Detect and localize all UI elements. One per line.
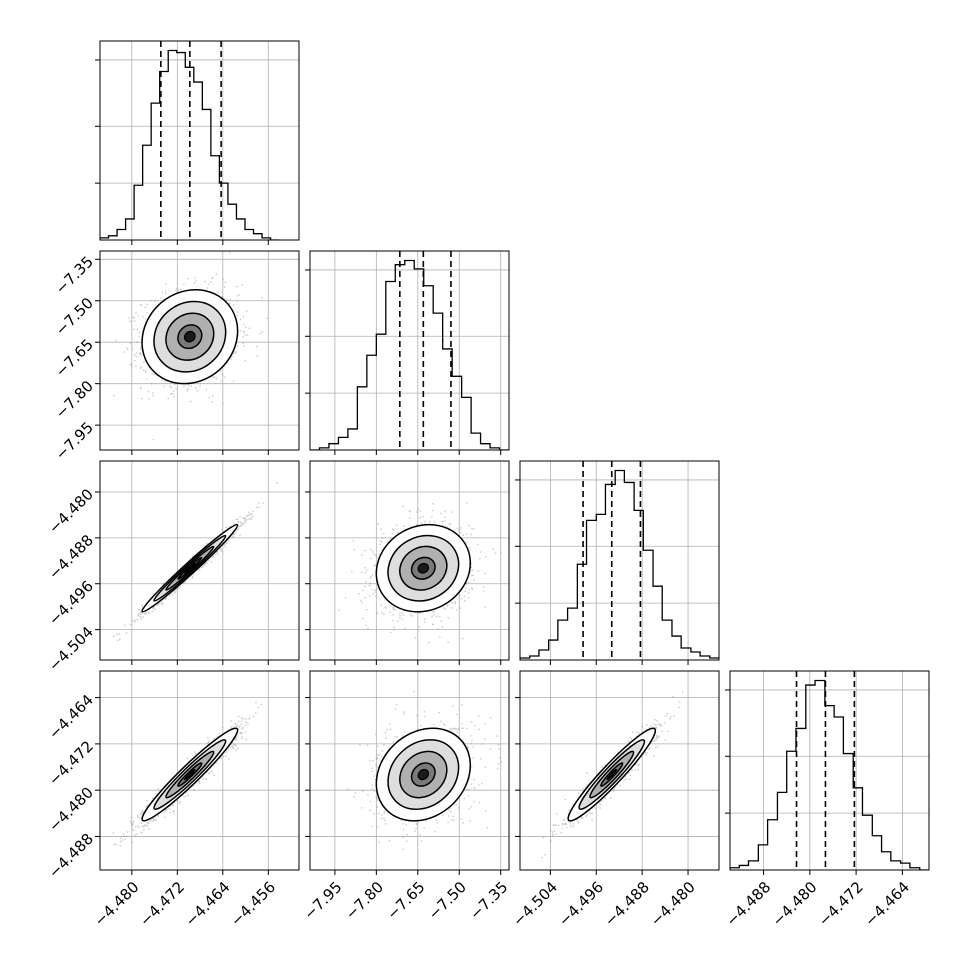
panel-2-2 xyxy=(515,460,720,665)
x-tick-label: −7.80 xyxy=(342,878,387,923)
density-peak xyxy=(183,330,196,343)
x-tick-label: −7.65 xyxy=(383,878,428,923)
x-tick-label: −4.504 xyxy=(509,878,561,930)
panel-frame xyxy=(99,250,300,451)
density-peak xyxy=(417,562,430,574)
x-tick-label: −4.464 xyxy=(182,878,234,930)
panel-2-0: −4.504−4.496−4.488−4.480 xyxy=(45,460,300,675)
panel-3-2: −4.504−4.496−4.488−4.480 xyxy=(509,670,720,930)
x-tick-label: −4.480 xyxy=(647,878,699,930)
y-tick-label: −7.35 xyxy=(52,253,97,298)
panel-1-1 xyxy=(305,250,510,455)
x-tick-label: −4.488 xyxy=(601,878,653,930)
x-tick-label: −4.480 xyxy=(91,878,143,930)
panel-frame xyxy=(519,670,720,871)
x-tick-label: −4.472 xyxy=(815,878,867,930)
panel-frame xyxy=(309,670,510,871)
x-tick-label: −4.480 xyxy=(769,878,821,930)
density-peak xyxy=(606,768,618,781)
panel-frame xyxy=(519,460,720,661)
y-tick-label: −4.496 xyxy=(45,577,97,629)
y-tick-label: −4.464 xyxy=(45,691,97,743)
y-tick-label: −7.50 xyxy=(52,294,97,339)
panel-3-3: −4.488−4.480−4.472−4.464 xyxy=(722,670,930,930)
panel-frame xyxy=(729,670,930,871)
panel-frame xyxy=(99,460,300,661)
x-tick-label: −4.488 xyxy=(722,878,774,930)
panel-0-0 xyxy=(95,40,300,245)
y-tick-label: −4.472 xyxy=(45,737,97,789)
panel-3-0: −4.480−4.472−4.464−4.456−4.488−4.480−4.4… xyxy=(45,670,300,930)
panel-2-1 xyxy=(305,460,510,665)
x-tick-label: −4.496 xyxy=(555,878,607,930)
panel-3-1: −7.95−7.80−7.65−7.50−7.35 xyxy=(300,670,511,923)
density-peak xyxy=(183,562,196,574)
x-tick-label: −7.95 xyxy=(300,878,345,923)
panel-frame xyxy=(99,40,300,241)
density-peak xyxy=(183,768,196,781)
x-tick-label: −4.456 xyxy=(227,878,279,930)
y-tick-label: −4.480 xyxy=(45,485,97,537)
y-tick-label: −4.504 xyxy=(45,623,97,675)
histogram-step xyxy=(520,469,719,660)
histogram-step xyxy=(310,259,509,450)
y-tick-label: −7.95 xyxy=(52,418,97,463)
panel-frame xyxy=(309,250,510,451)
panel-frame xyxy=(99,670,300,871)
y-tick-label: −7.80 xyxy=(52,377,97,422)
x-tick-label: −4.464 xyxy=(861,878,913,930)
y-tick-label: −4.480 xyxy=(45,783,97,835)
y-tick-label: −7.65 xyxy=(52,335,97,380)
histogram-step xyxy=(100,49,280,240)
x-tick-label: −7.35 xyxy=(466,878,511,923)
y-tick-label: −4.488 xyxy=(45,531,97,583)
x-tick-label: −7.50 xyxy=(425,878,470,923)
density-peak xyxy=(417,768,430,781)
x-tick-label: −4.472 xyxy=(136,878,188,930)
y-tick-label: −4.488 xyxy=(45,830,97,882)
histogram-step xyxy=(730,679,929,870)
panel-frame xyxy=(309,460,510,661)
panel-1-0: −7.95−7.80−7.65−7.50−7.35 xyxy=(52,250,300,464)
